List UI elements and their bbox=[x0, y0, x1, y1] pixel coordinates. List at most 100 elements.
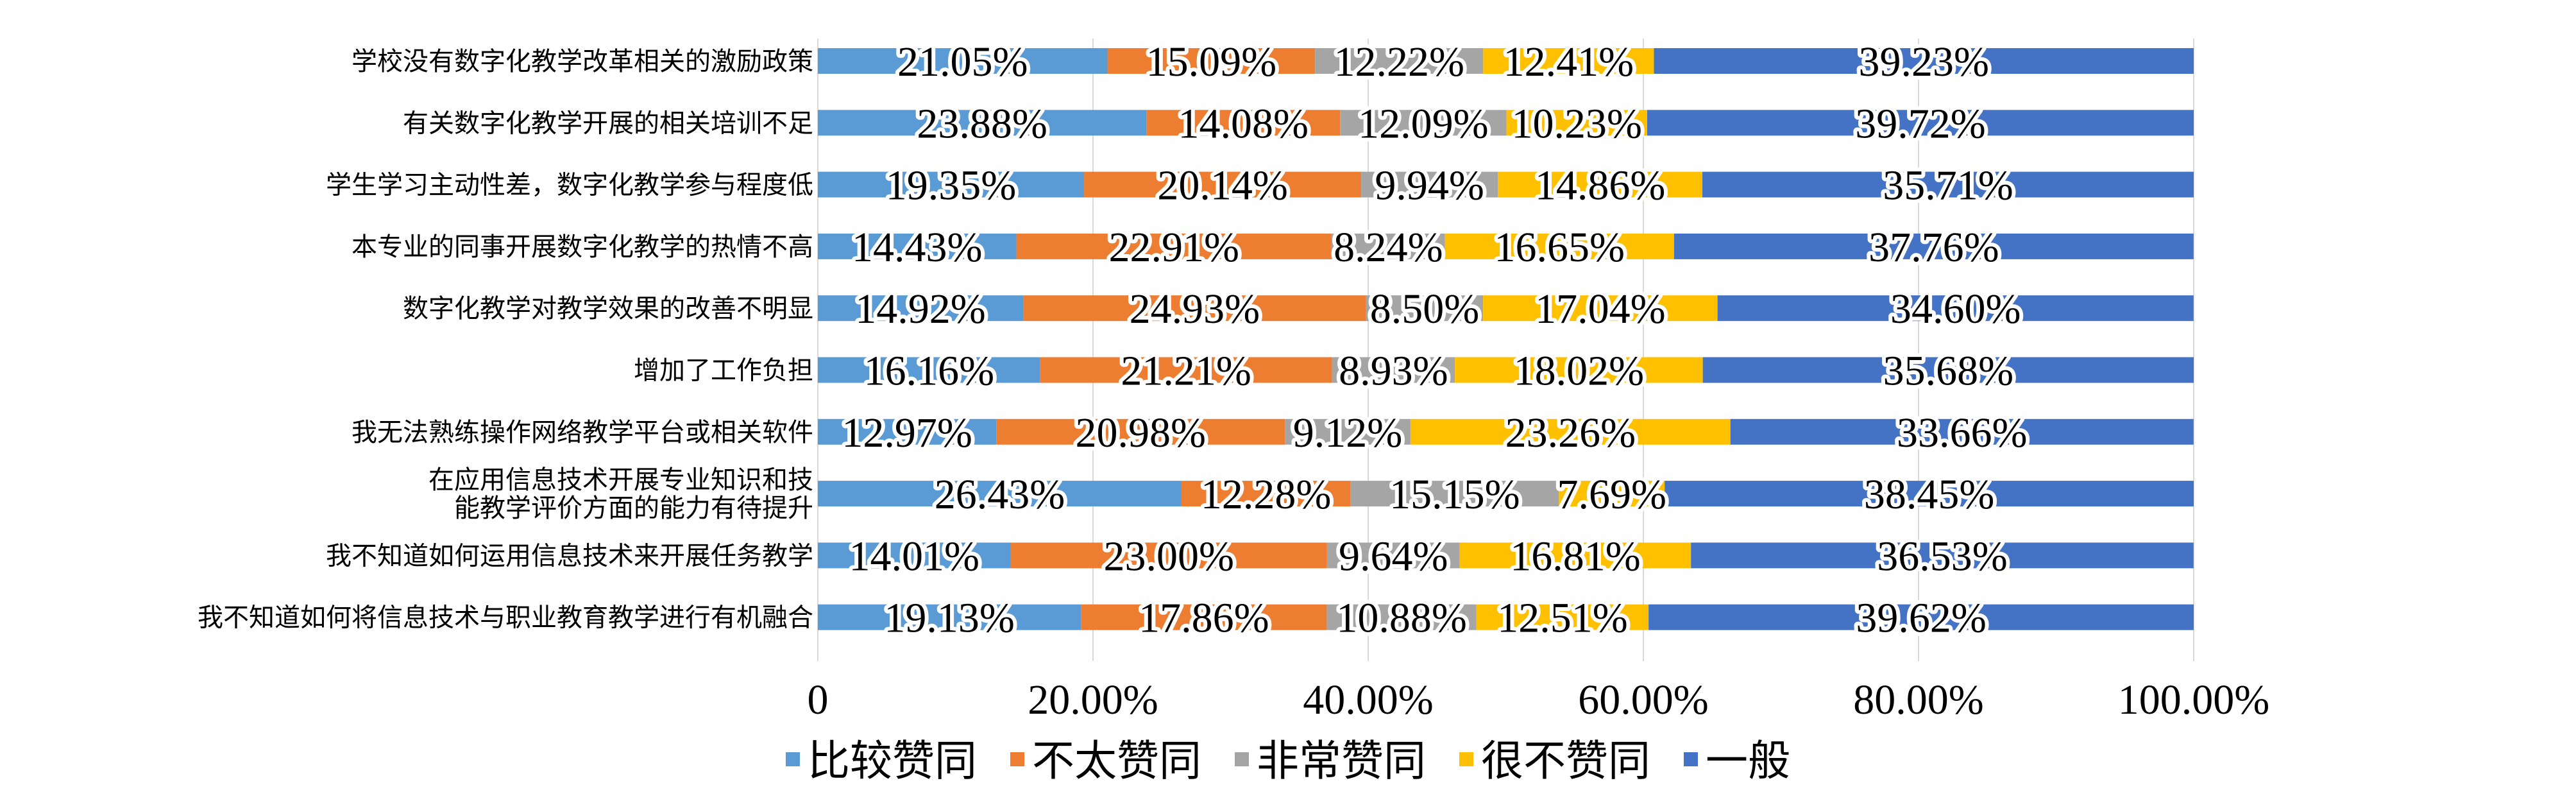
bar-segment bbox=[1730, 418, 2194, 445]
x-tick-label: 100.00% bbox=[2118, 676, 2269, 723]
bar-segment bbox=[1361, 171, 1498, 198]
data-label: 8.24% bbox=[1334, 224, 1443, 271]
bar-segment bbox=[1326, 604, 1477, 630]
x-tick-label: 0 bbox=[808, 676, 829, 723]
data-label: 10.88% bbox=[1336, 595, 1466, 642]
bar-segment bbox=[818, 604, 1081, 630]
category-label: 我不知道如何将信息技术与职业教育教学进行有机融合 bbox=[198, 603, 813, 633]
legend-swatch bbox=[1235, 752, 1249, 766]
bar-segment bbox=[818, 48, 1108, 74]
data-label: 14.08% bbox=[1178, 100, 1308, 147]
bar-segment bbox=[1691, 542, 2194, 569]
bar-segment bbox=[1498, 171, 1703, 198]
legend-item: 一般 bbox=[1684, 736, 1790, 786]
data-label: 16.81% bbox=[1510, 533, 1640, 580]
data-label: 16.65% bbox=[1495, 224, 1625, 271]
bar-segment bbox=[818, 233, 1017, 259]
data-label: 15.15% bbox=[1389, 471, 1520, 518]
bar-segment bbox=[1410, 418, 1731, 445]
bar-segment bbox=[818, 357, 1040, 383]
data-label: 8.93% bbox=[1339, 348, 1448, 395]
data-label: 15.09% bbox=[1146, 39, 1276, 85]
data-label: 12.97% bbox=[842, 409, 972, 456]
bar-segment bbox=[818, 481, 1182, 507]
bar-segment bbox=[818, 542, 1011, 569]
legend-label: 非常赞同 bbox=[1257, 736, 1426, 786]
legend-item: 不太赞同 bbox=[1010, 736, 1201, 786]
data-label: 33.66% bbox=[1897, 409, 2027, 456]
category-label: 我不知道如何运用信息技术来开展任务教学 bbox=[326, 541, 813, 571]
bar-segment bbox=[1476, 604, 1649, 630]
legend-label: 比较赞同 bbox=[808, 736, 977, 786]
category-label: 有关数字化教学开展的相关培训不足 bbox=[403, 108, 813, 138]
bar-segment bbox=[1107, 48, 1316, 74]
data-label: 18.02% bbox=[1514, 348, 1644, 395]
bar-segment bbox=[1702, 357, 2194, 383]
data-label: 9.64% bbox=[1339, 533, 1448, 580]
bar-segment bbox=[1483, 48, 1654, 74]
legend: 比较赞同 不太赞同 非常赞同 很不赞同 一般 bbox=[786, 736, 1790, 786]
bar-segment bbox=[1506, 110, 1648, 136]
data-label: 14.01% bbox=[849, 533, 979, 580]
data-label: 22.91% bbox=[1108, 224, 1239, 271]
bar-segment bbox=[1340, 110, 1507, 136]
data-label: 17.04% bbox=[1535, 286, 1665, 332]
bar-segment bbox=[1326, 542, 1460, 569]
data-label: 23.88% bbox=[917, 100, 1047, 147]
bar-segment bbox=[996, 418, 1285, 445]
data-label: 8.50% bbox=[1370, 286, 1479, 332]
data-label: 19.35% bbox=[886, 162, 1016, 209]
legend-swatch bbox=[786, 752, 800, 766]
category-label: 在应用信息技术开展专业知识和技能教学评价方面的能力有待提升 bbox=[428, 465, 813, 523]
legend-swatch bbox=[1684, 752, 1698, 766]
bar-segment bbox=[818, 418, 997, 445]
legend-item: 非常赞同 bbox=[1235, 736, 1426, 786]
bar-segment bbox=[1702, 171, 2194, 198]
data-label: 12.09% bbox=[1358, 100, 1488, 147]
bar-segment bbox=[1016, 233, 1332, 259]
legend-label: 不太赞同 bbox=[1032, 736, 1201, 786]
data-label: 14.92% bbox=[855, 286, 985, 332]
data-label: 12.51% bbox=[1497, 595, 1627, 642]
category-label: 本专业的同事开展数字化教学的热情不高 bbox=[352, 232, 813, 262]
legend-label: 很不赞同 bbox=[1481, 736, 1650, 786]
bar-segment bbox=[1366, 295, 1484, 322]
bar-segment bbox=[818, 110, 1147, 136]
data-label: 21.05% bbox=[897, 39, 1028, 85]
data-label: 14.43% bbox=[852, 224, 982, 271]
data-label: 9.94% bbox=[1375, 162, 1484, 209]
data-label: 21.21% bbox=[1121, 348, 1251, 395]
bar-segment bbox=[1665, 481, 2194, 507]
x-tick-label: 60.00% bbox=[1578, 676, 1708, 723]
bar-segment bbox=[1181, 481, 1351, 507]
data-label: 23.26% bbox=[1505, 409, 1636, 456]
data-label: 38.45% bbox=[1864, 471, 1994, 518]
x-axis-tick-labels: 0 20.00% 40.00% 60.00% 80.00% 100.00% bbox=[808, 676, 2270, 723]
category-label: 增加了工作负担 bbox=[634, 356, 813, 386]
data-label: 39.72% bbox=[1855, 100, 1985, 147]
data-label: 26.43% bbox=[935, 471, 1065, 518]
data-label: 12.22% bbox=[1334, 39, 1464, 85]
data-label: 12.41% bbox=[1504, 39, 1634, 85]
bar-segment bbox=[1559, 481, 1665, 507]
bar-segment bbox=[1285, 418, 1411, 445]
bar-segment bbox=[1445, 233, 1674, 259]
x-tick-label: 40.00% bbox=[1303, 676, 1433, 723]
bar-segment bbox=[1350, 481, 1559, 507]
data-label: 39.23% bbox=[1859, 39, 1989, 85]
category-label: 学校没有数字化教学改革相关的激励政策 bbox=[352, 47, 813, 76]
data-label: 36.53% bbox=[1877, 533, 2007, 580]
bar-segment bbox=[1331, 233, 1445, 259]
data-label: 7.69% bbox=[1557, 471, 1666, 518]
bar-segment bbox=[1023, 295, 1366, 322]
data-label: 20.14% bbox=[1157, 162, 1287, 209]
data-label: 24.93% bbox=[1130, 286, 1260, 332]
bar-segment bbox=[818, 171, 1085, 198]
bar-segment bbox=[1455, 357, 1703, 383]
bar-segment bbox=[1648, 604, 2194, 630]
bar-segment bbox=[1459, 542, 1691, 569]
bar-segment bbox=[1084, 171, 1362, 198]
bar-segment bbox=[1717, 295, 2194, 322]
x-tick-label: 80.00% bbox=[1853, 676, 1983, 723]
legend-item: 比较赞同 bbox=[786, 736, 977, 786]
